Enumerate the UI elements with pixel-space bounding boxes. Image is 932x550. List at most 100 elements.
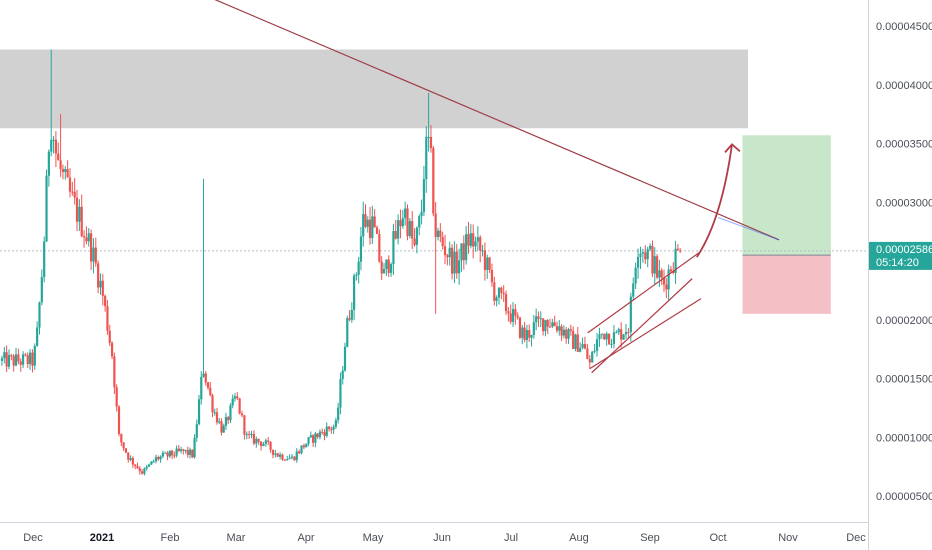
candle-body bbox=[422, 179, 426, 212]
candle-body bbox=[295, 451, 298, 461]
candle-body bbox=[415, 227, 418, 245]
candle-body bbox=[615, 332, 618, 334]
candle-body bbox=[341, 370, 344, 380]
candle-body bbox=[3, 352, 6, 359]
candle-body bbox=[610, 343, 613, 345]
channel-upper-line[interactable] bbox=[587, 252, 700, 334]
candle-body bbox=[514, 309, 517, 316]
candle-body bbox=[679, 250, 682, 252]
candle-body bbox=[532, 322, 535, 335]
candle-body bbox=[420, 211, 423, 216]
candle-body bbox=[57, 153, 60, 161]
candle-body bbox=[612, 332, 616, 344]
candle-body bbox=[82, 236, 86, 238]
candle-body bbox=[481, 250, 484, 252]
candle-body bbox=[490, 270, 494, 283]
candle-body bbox=[218, 421, 221, 423]
candle-body bbox=[530, 334, 533, 338]
candle-body bbox=[632, 283, 635, 297]
candle-body bbox=[413, 238, 416, 245]
candle-body bbox=[106, 306, 109, 331]
candle-body bbox=[113, 356, 116, 388]
candle-body bbox=[281, 454, 284, 460]
candle-body bbox=[50, 140, 53, 152]
y-tick-label: 0.00001500 bbox=[876, 374, 932, 386]
candle-body bbox=[624, 331, 628, 335]
candle-body bbox=[233, 396, 237, 399]
candle-body bbox=[309, 435, 312, 438]
candle-body bbox=[321, 431, 324, 433]
candle-body bbox=[617, 329, 620, 333]
candle-body bbox=[73, 191, 76, 198]
x-tick-label: Aug bbox=[569, 532, 589, 544]
candle-body bbox=[539, 318, 542, 320]
candle-body bbox=[620, 329, 623, 340]
candle-body bbox=[544, 320, 547, 332]
x-tick-label: Jun bbox=[433, 532, 451, 544]
channel-mid-line[interactable] bbox=[591, 278, 693, 374]
candle-countdown: 05:14:20 bbox=[876, 257, 919, 269]
candle-body bbox=[229, 405, 232, 421]
candle-body bbox=[353, 275, 356, 310]
candle-body bbox=[78, 206, 81, 222]
candle-body bbox=[271, 449, 275, 455]
projection-arrow[interactable] bbox=[696, 144, 733, 258]
candle-body bbox=[269, 441, 272, 450]
candle-body bbox=[264, 440, 267, 444]
candle-body bbox=[504, 294, 508, 312]
candle-body bbox=[450, 247, 454, 274]
candle-body bbox=[115, 387, 118, 407]
candle-body bbox=[179, 449, 183, 451]
candle-body bbox=[467, 234, 470, 246]
candle-body bbox=[476, 237, 479, 242]
candle-body bbox=[348, 318, 351, 320]
candle-body bbox=[134, 464, 137, 467]
candle-body bbox=[257, 438, 260, 442]
candle-body bbox=[164, 452, 167, 454]
candle-body bbox=[26, 355, 29, 365]
x-tick-label: Dec bbox=[23, 532, 43, 544]
candle-body bbox=[150, 461, 153, 465]
x-tick-label: 2021 bbox=[90, 532, 114, 544]
candle-body bbox=[171, 450, 174, 456]
candle-body bbox=[622, 334, 625, 340]
candle-body bbox=[312, 435, 315, 443]
y-tick-label: 0.00002000 bbox=[876, 315, 932, 327]
candle-body bbox=[276, 453, 279, 457]
target-zone[interactable] bbox=[742, 135, 831, 256]
candle-body bbox=[195, 424, 198, 438]
candle-body bbox=[574, 334, 577, 349]
candle-body bbox=[7, 355, 11, 367]
candle-body bbox=[145, 466, 148, 469]
candle-body bbox=[366, 219, 369, 227]
descending-trendline[interactable] bbox=[211, 0, 780, 241]
x-tick-label: Jul bbox=[504, 532, 518, 544]
trendline-extension[interactable] bbox=[717, 217, 780, 241]
candle-body bbox=[314, 433, 317, 443]
candle-body bbox=[460, 243, 463, 261]
candle-body bbox=[591, 351, 594, 363]
candle-body bbox=[71, 191, 74, 193]
candle-body bbox=[418, 215, 421, 228]
candle-body bbox=[406, 208, 409, 237]
candle-body bbox=[302, 445, 305, 448]
candle-body bbox=[629, 296, 632, 333]
candle-body bbox=[572, 330, 575, 349]
candle-body bbox=[425, 136, 428, 180]
zones-layer bbox=[0, 49, 868, 314]
stop-zone[interactable] bbox=[742, 255, 831, 314]
candle-body bbox=[362, 214, 365, 237]
resistance-zone[interactable] bbox=[0, 49, 748, 129]
candle-body bbox=[227, 417, 230, 421]
candle-body bbox=[122, 442, 125, 449]
candle-body bbox=[157, 457, 160, 460]
candle-body bbox=[10, 355, 13, 357]
candle-body bbox=[429, 136, 433, 149]
current-price-tag[interactable] bbox=[869, 241, 932, 270]
x-tick-label: Apr bbox=[297, 532, 314, 544]
candle-body bbox=[92, 247, 95, 262]
candle-body bbox=[605, 333, 608, 340]
projection-arrow-head[interactable] bbox=[724, 143, 741, 153]
x-tick-label: Sep bbox=[640, 532, 660, 544]
